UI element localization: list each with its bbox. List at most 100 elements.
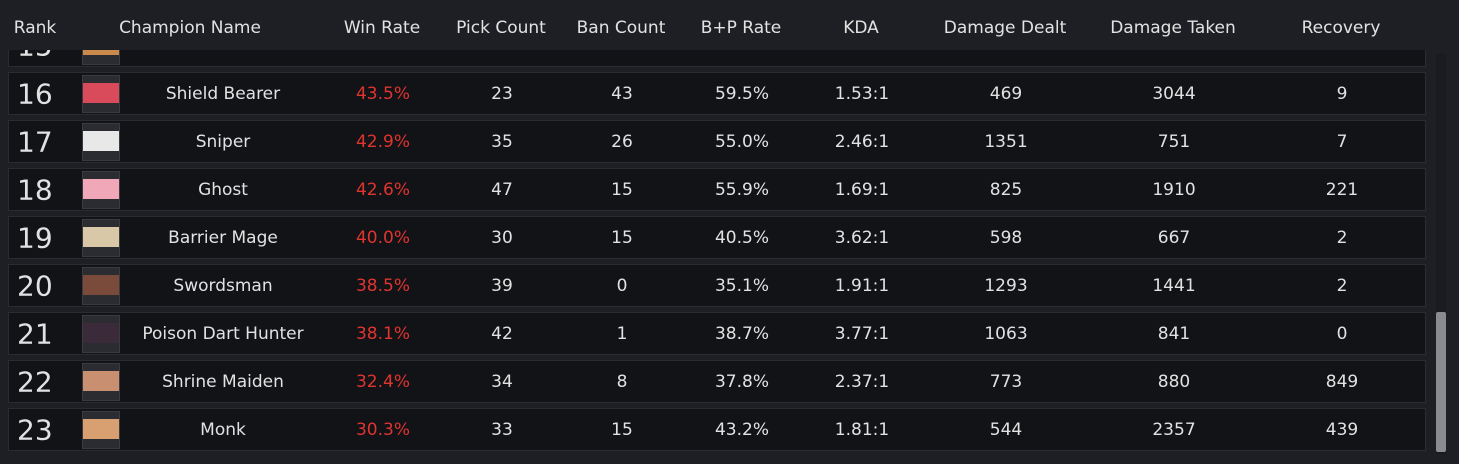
recovery: 2	[1336, 228, 1348, 248]
table-row: 20 Swordsman 38.5% 39 0 35.1% 1.91:1 1293 1441 2	[8, 264, 1426, 307]
damage-taken: 2357	[1152, 420, 1196, 440]
name: Monk	[200, 420, 246, 440]
rank: 23	[17, 413, 53, 447]
ban-count: 0	[616, 276, 628, 296]
champion-icon	[82, 219, 120, 257]
rank: 18	[17, 173, 53, 207]
kda: 2.46:1	[834, 132, 890, 152]
recovery: 221	[1325, 180, 1359, 200]
recovery: 0	[1336, 324, 1348, 344]
recovery: 9	[1336, 84, 1348, 104]
table-row: 16 Shield Bearer 43.5% 23 43 59.5% 1.53:1 469 30…	[8, 72, 1426, 115]
ban-count: 15	[611, 228, 633, 248]
damage-dealt: 1351	[984, 132, 1028, 152]
damage-dealt: 1063	[984, 324, 1028, 344]
rank: 20	[17, 269, 53, 303]
ban-count: 43	[611, 84, 633, 104]
pick-count: 39	[491, 276, 513, 296]
kda: 1.81:1	[834, 420, 890, 440]
win-rate: 40.0%	[355, 228, 411, 248]
bp-rate: 37.8%	[714, 372, 770, 392]
pick-count: 35	[491, 132, 513, 152]
recovery: 439	[1325, 420, 1359, 440]
damage-dealt: 1293	[984, 276, 1028, 296]
pick-count: 42	[491, 324, 513, 344]
column-header: Recovery	[1301, 18, 1381, 38]
recovery: 849	[1325, 372, 1359, 392]
champion-icon	[82, 75, 120, 113]
table-row: 22 Shrine Maiden 32.4% 34 8 37.8% 2.37:1 773 880…	[8, 360, 1426, 403]
ban-count: 15	[611, 180, 633, 200]
column-header: Win Rate	[343, 18, 421, 38]
champion-icon	[82, 315, 120, 353]
name: Ghost	[198, 180, 248, 200]
champion-icon	[82, 363, 120, 401]
recovery: 7	[1336, 132, 1348, 152]
column-header: Ban Count	[576, 18, 666, 38]
win-rate: 42.6%	[355, 180, 411, 200]
ban-count: 1	[616, 324, 628, 344]
damage-dealt: 825	[989, 180, 1023, 200]
win-rate: 43.5%	[355, 84, 411, 104]
name: Sniper	[195, 132, 251, 152]
bp-rate: 43.2%	[714, 420, 770, 440]
name: Swordsman	[173, 276, 273, 296]
table-row: 23 Monk 30.3% 33 15 43.2% 1.81:1 544 2357 439	[8, 408, 1426, 451]
bp-rate: 55.9%	[714, 180, 770, 200]
damage-taken: 1910	[1152, 180, 1196, 200]
ban-count: 15	[611, 420, 633, 440]
damage-dealt: 469	[989, 84, 1023, 104]
scrollbar-thumb[interactable]	[1436, 312, 1446, 452]
column-header: B+P Rate	[700, 18, 782, 38]
kda: 1.53:1	[834, 84, 890, 104]
bp-rate: 55.0%	[714, 132, 770, 152]
champion-icon	[82, 123, 120, 161]
table-row: 18 Ghost 42.6% 47 15 55.9% 1.69:1 825 1910 221	[8, 168, 1426, 211]
rank: 21	[17, 317, 53, 351]
rank: 16	[17, 77, 53, 111]
kda: 1.91:1	[834, 276, 890, 296]
bp-rate: 38.7%	[714, 324, 770, 344]
name: Shrine Maiden	[162, 372, 284, 392]
damage-taken: 751	[1157, 132, 1191, 152]
damage-taken: 841	[1157, 324, 1191, 344]
pick-count: 30	[491, 228, 513, 248]
champion-icon	[82, 171, 120, 209]
kda: 3.62:1	[834, 228, 890, 248]
pick-count: 23	[491, 84, 513, 104]
damage-dealt: 773	[989, 372, 1023, 392]
column-header: Rank	[13, 18, 57, 38]
column-header: Champion Name	[119, 18, 261, 38]
table-row: 17 Sniper 42.9% 35 26 55.0% 2.46:1 1351 751 7	[8, 120, 1426, 163]
column-header: Damage Taken	[1110, 18, 1236, 38]
bp-rate: 40.5%	[714, 228, 770, 248]
kda: 2.37:1	[834, 372, 890, 392]
recovery: 2	[1336, 276, 1348, 296]
pick-count: 33	[491, 420, 513, 440]
damage-taken: 1441	[1152, 276, 1196, 296]
bp-rate: 59.5%	[714, 84, 770, 104]
damage-dealt: 544	[989, 420, 1023, 440]
win-rate: 42.9%	[355, 132, 411, 152]
win-rate: 32.4%	[355, 372, 411, 392]
rank: 19	[17, 221, 53, 255]
scrollbar-track[interactable]	[1436, 54, 1446, 454]
rank: 17	[17, 125, 53, 159]
champion-icon	[82, 411, 120, 449]
ban-count: 26	[611, 132, 633, 152]
column-header: Damage Dealt	[943, 18, 1067, 38]
name: Poison Dart Hunter	[142, 324, 304, 344]
ban-count: 8	[616, 372, 628, 392]
damage-taken: 880	[1157, 372, 1191, 392]
pick-count: 34	[491, 372, 513, 392]
kda: 1.69:1	[834, 180, 890, 200]
table-row: 21 Poison Dart Hunter 38.1% 42 1 38.7% 3.77:1 1…	[8, 312, 1426, 355]
win-rate: 38.5%	[355, 276, 411, 296]
name: Barrier Mage	[168, 228, 278, 248]
win-rate: 38.1%	[355, 324, 411, 344]
pick-count: 47	[491, 180, 513, 200]
rank: 22	[17, 365, 53, 399]
win-rate: 30.3%	[355, 420, 411, 440]
damage-taken: 3044	[1152, 84, 1196, 104]
